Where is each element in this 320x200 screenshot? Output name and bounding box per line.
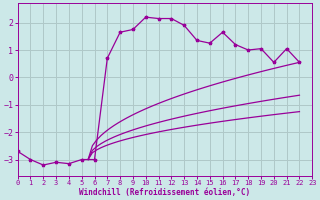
X-axis label: Windchill (Refroidissement éolien,°C): Windchill (Refroidissement éolien,°C) [79, 188, 251, 197]
